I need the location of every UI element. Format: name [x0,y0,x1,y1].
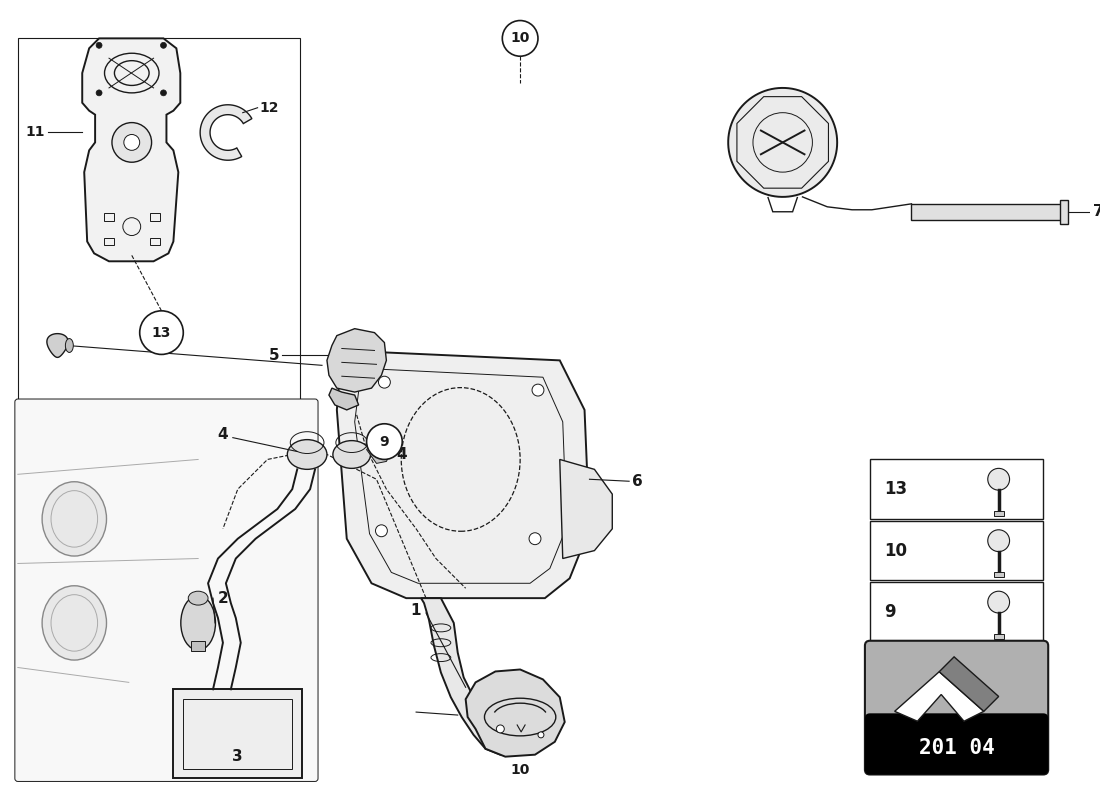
Text: 4: 4 [218,427,228,442]
Bar [870,582,1043,642]
Bar [18,38,300,410]
Bar [104,213,114,221]
Circle shape [375,525,387,537]
Circle shape [140,311,184,354]
Text: 10: 10 [510,762,530,777]
Bar [150,238,160,246]
Polygon shape [200,105,252,160]
Text: 201 04: 201 04 [918,738,994,758]
Bar [104,238,114,246]
Circle shape [378,376,390,388]
Text: 6: 6 [632,474,642,489]
Circle shape [96,90,102,96]
Bar [174,690,302,778]
Text: 1: 1 [410,602,421,618]
Text: 12: 12 [260,101,279,114]
Polygon shape [47,334,68,358]
Bar [870,459,1043,519]
FancyBboxPatch shape [865,714,1048,774]
Polygon shape [728,88,837,197]
Circle shape [124,134,140,150]
Polygon shape [366,440,392,463]
Circle shape [988,591,1010,613]
Circle shape [988,468,1010,490]
Bar [993,511,1003,516]
Polygon shape [337,350,590,598]
Text: 5: 5 [268,348,279,363]
Bar [870,521,1043,580]
Polygon shape [560,459,613,558]
Circle shape [532,384,543,396]
Bar [993,572,1003,578]
Text: 2: 2 [218,590,229,606]
Text: 8: 8 [465,710,476,725]
Ellipse shape [180,596,216,650]
Circle shape [161,90,166,96]
Text: 13: 13 [883,480,906,498]
Polygon shape [327,329,386,392]
Circle shape [161,42,166,48]
Text: 7: 7 [1092,204,1100,219]
Ellipse shape [42,586,107,660]
Polygon shape [421,598,515,754]
Ellipse shape [287,440,327,470]
Ellipse shape [42,482,107,556]
Bar [150,213,160,221]
Polygon shape [894,672,983,722]
Text: 10: 10 [510,31,530,46]
Text: 11: 11 [25,126,45,139]
Circle shape [988,530,1010,551]
Circle shape [96,42,102,48]
Bar [870,726,1043,770]
Bar [191,641,205,650]
FancyBboxPatch shape [865,641,1048,774]
Bar [912,204,1065,220]
Text: 10: 10 [883,542,906,559]
FancyBboxPatch shape [15,399,318,782]
Polygon shape [939,657,999,711]
Circle shape [538,732,543,738]
Ellipse shape [333,441,371,468]
Polygon shape [329,388,359,410]
Ellipse shape [188,591,208,605]
Circle shape [112,122,152,162]
Text: 13: 13 [152,326,172,340]
Text: 4: 4 [396,447,407,462]
Text: 9: 9 [379,434,389,449]
Polygon shape [465,670,564,757]
Polygon shape [82,38,180,262]
Circle shape [503,21,538,56]
Bar [184,699,293,769]
Bar [993,634,1003,638]
Text: 3: 3 [232,749,243,764]
Ellipse shape [65,338,74,353]
Circle shape [496,725,504,733]
Bar [1060,200,1068,224]
Circle shape [529,533,541,545]
Circle shape [366,424,403,459]
Text: 9: 9 [883,603,895,621]
